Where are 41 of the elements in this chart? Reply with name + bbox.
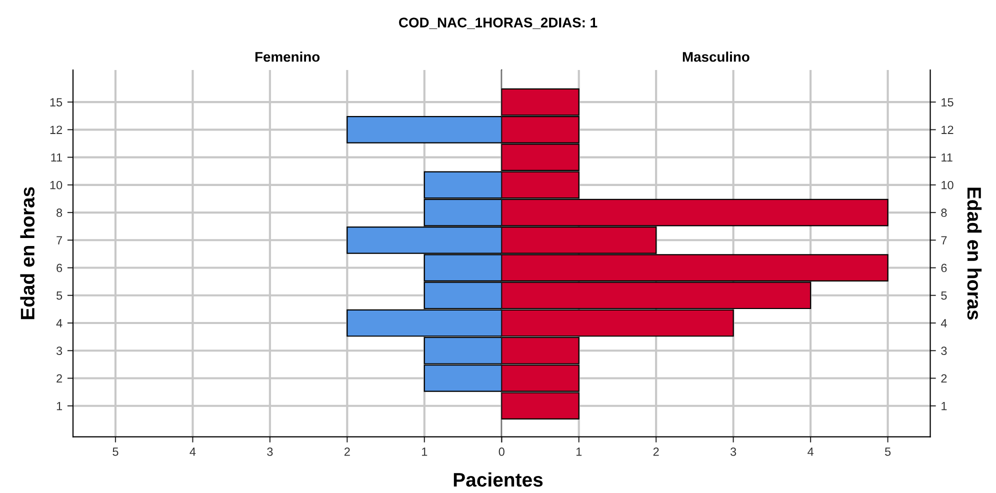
y-tick-label: 15: [942, 98, 954, 106]
x-tick-label: 4: [190, 448, 196, 456]
y-tick-label: 5: [56, 292, 62, 300]
y-tick-label: 2: [56, 374, 62, 383]
x-tick-label: 1: [576, 448, 582, 456]
y-tick-label: 5: [941, 292, 947, 300]
y-tick-label: 10: [942, 180, 954, 190]
y-tick-label: 1: [56, 402, 62, 410]
y-tick-label: 3: [56, 346, 62, 356]
x-axis-title: Pacientes: [454, 472, 543, 487]
chart-title: COD_NAC_1HORAS_2DIAS: 1: [399, 18, 598, 30]
y-tick-label: 11: [51, 153, 62, 162]
x-tick-label: 2: [344, 448, 350, 456]
y-tick-label: 15: [50, 98, 62, 106]
x-tick-label: 0: [498, 448, 504, 456]
y-tick-label: 8: [56, 208, 62, 217]
y-tick-label: 6: [941, 264, 947, 272]
y-tick-label: 7: [56, 236, 62, 244]
y-tick-label: 10: [50, 180, 62, 190]
y-axis-title: Edad en horas: [967, 188, 982, 320]
y-tick-label: 4: [940, 319, 947, 328]
x-tick-label: 5: [884, 448, 891, 456]
y-tick-label: 4: [56, 319, 62, 328]
y-tick-label: 12: [50, 126, 62, 134]
y-axis-title: Edad en horas: [20, 187, 35, 320]
x-tick-label: 2: [653, 448, 659, 456]
chart-subtitle: Masculino: [682, 52, 750, 62]
y-tick-label: 1: [942, 402, 947, 410]
y-tick-label: 11: [942, 153, 952, 162]
x-tick-label: 3: [267, 448, 273, 456]
y-tick-label: 8: [941, 208, 947, 217]
x-tick-label: 3: [730, 448, 736, 456]
y-tick-label: 2: [941, 374, 947, 383]
y-tick-label: 6: [56, 264, 62, 272]
x-tick-label: 1: [422, 448, 428, 456]
x-tick-label: 5: [112, 448, 118, 456]
chart-subtitle: Femenino: [255, 52, 320, 62]
y-tick-label: 3: [941, 346, 947, 356]
x-tick-label: 4: [808, 448, 814, 456]
y-tick-label: 12: [942, 126, 954, 134]
y-tick-label: 7: [941, 236, 947, 244]
